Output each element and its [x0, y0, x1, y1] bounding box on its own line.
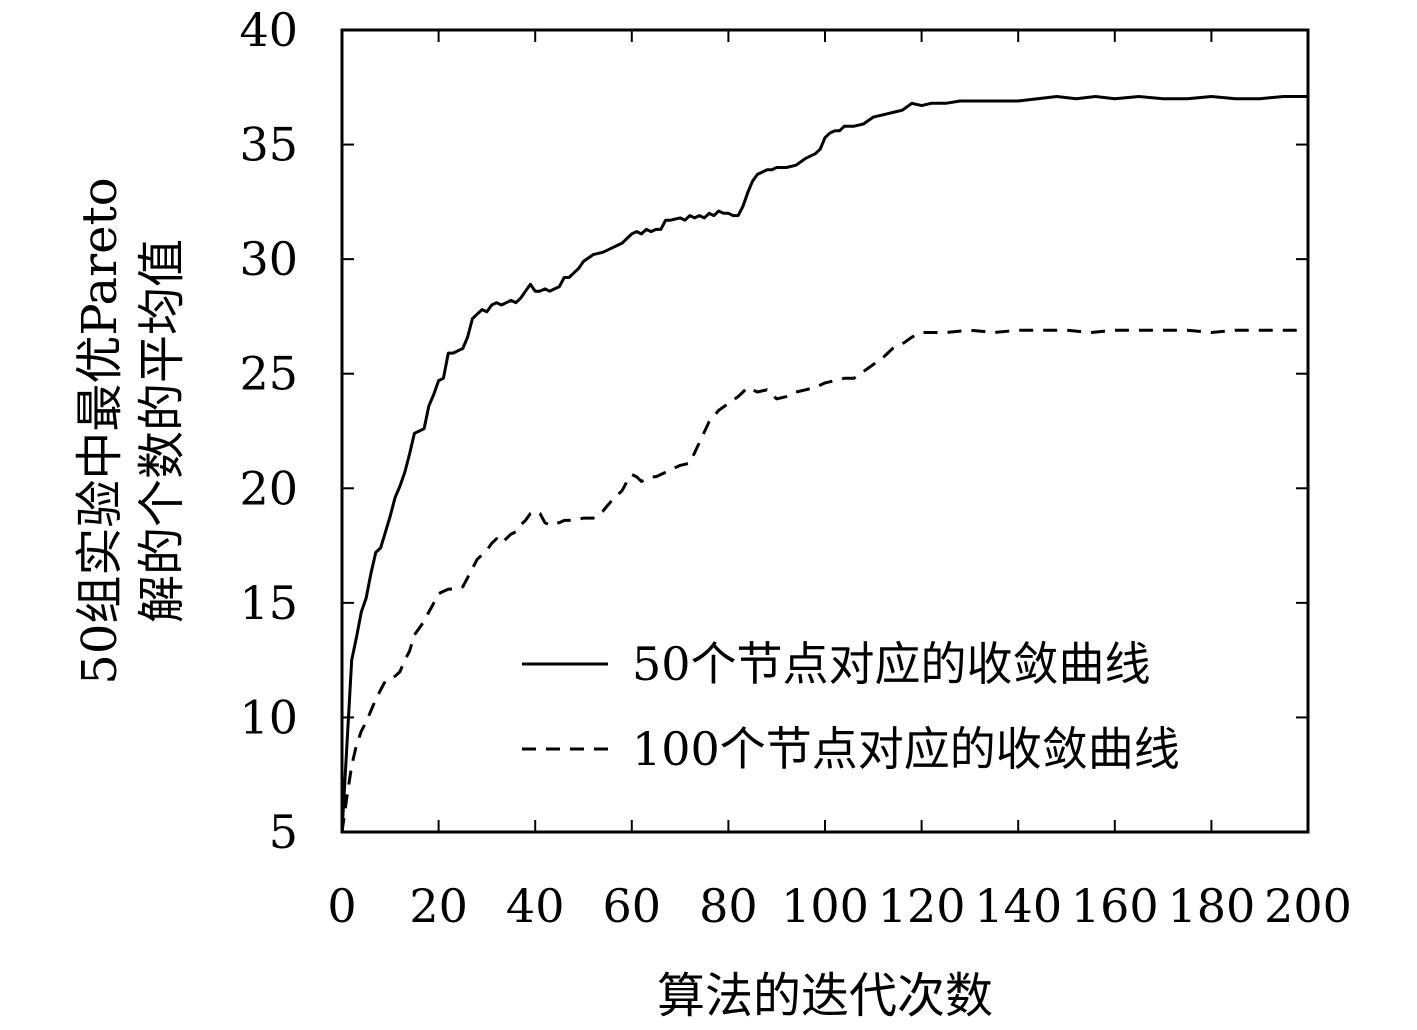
legend-label-50-nodes: 50个节点对应的收敛曲线 [632, 637, 1151, 691]
x-tick-label: 0 [327, 879, 356, 933]
labels-layer: 0 20 40 60 80 100 120 140 160 180 200 5 10 15 20 25 30 35… [239, 3, 1351, 933]
x-tick-label: 60 [603, 879, 662, 933]
y-tick-label: 15 [239, 576, 298, 630]
x-tick-label: 80 [699, 879, 758, 933]
y-axis-title-line-1: 50组实验中最优Pareto [72, 177, 128, 684]
series-line-100-nodes [340, 328, 1308, 833]
y-tick-label: 35 [239, 118, 298, 172]
x-tick-label: 40 [506, 879, 565, 933]
x-tick-label: 100 [781, 879, 869, 933]
x-tick-label: 200 [1264, 879, 1352, 933]
y-axis-title: 50组实验中最优Pareto 解的个数的平均值 [72, 177, 190, 684]
x-tick-label: 20 [409, 879, 468, 933]
legend-label-100-nodes: 100个节点对应的收敛曲线 [632, 722, 1180, 776]
series-layer [340, 95, 1308, 833]
y-tick-label: 30 [239, 232, 298, 286]
series-line-50-nodes [340, 95, 1308, 833]
legend: 50个节点对应的收敛曲线 100个节点对应的收敛曲线 [522, 637, 1180, 776]
plot-frame [340, 28, 1310, 834]
x-tick-label: 120 [878, 879, 966, 933]
x-tick-label: 180 [1167, 879, 1255, 933]
y-tick-label: 40 [239, 3, 298, 57]
y-tick-label: 25 [239, 347, 298, 401]
x-tick-label: 140 [974, 879, 1062, 933]
y-tick-label: 20 [239, 461, 298, 515]
x-tick-label: 160 [1071, 879, 1159, 933]
y-tick-label: 10 [239, 690, 298, 744]
y-axis-title-line-2: 解的个数的平均值 [134, 239, 190, 623]
ticks-layer [341, 29, 1309, 833]
x-axis-title: 算法的迭代次数 [657, 968, 993, 1024]
y-tick-label: 5 [269, 805, 298, 859]
